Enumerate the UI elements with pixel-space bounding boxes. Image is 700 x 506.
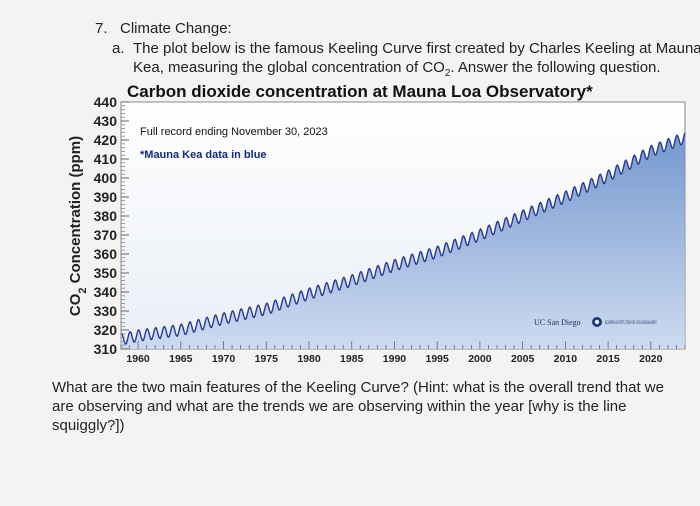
- x-tick-label: 1980: [297, 353, 321, 365]
- y-tick-label: 310: [94, 341, 118, 357]
- x-tick-label: 1965: [169, 353, 193, 365]
- chart-title: Carbon dioxide concentration at Mauna Lo…: [127, 82, 593, 101]
- x-tick-label: 2005: [511, 353, 535, 365]
- y-tick-label: 400: [94, 170, 118, 186]
- y-axis-label-sub: 2: [77, 288, 89, 294]
- sub-question-letter: a.: [112, 40, 125, 57]
- y-axis-label-main: CO: [67, 293, 84, 316]
- x-tick-label: 1970: [212, 353, 236, 365]
- scripps-logo-icon-inner: [594, 319, 600, 325]
- x-tick-label: 1995: [426, 353, 450, 365]
- followup-question-line-1: What are the two main features of the Ke…: [52, 379, 664, 396]
- x-tick-label: 1990: [383, 353, 407, 365]
- followup-question-line-3: squiggly?]): [52, 417, 125, 434]
- y-axis-label: CO2 Concentration (ppm): [67, 136, 89, 316]
- sub-question-line-2: Kea, measuring the global concentration …: [133, 59, 661, 83]
- y-tick-label: 390: [94, 189, 118, 205]
- y-tick-label: 350: [94, 265, 118, 281]
- x-tick-label: 2000: [468, 353, 492, 365]
- y-tick-label: 330: [94, 303, 118, 319]
- y-tick-label: 410: [94, 151, 118, 167]
- y-axis-label-rest: Concentration (ppm): [67, 136, 84, 288]
- scripps-logo: SCRIPPS INSTITUTION OF OCEANOGRAPHY: [605, 320, 657, 326]
- annotation-mauna-kea: *Mauna Kea data in blue: [140, 149, 267, 161]
- co2-area-fill: [121, 132, 685, 349]
- y-tick-label: 430: [94, 113, 118, 129]
- y-tick-label: 360: [94, 246, 118, 262]
- ucsd-logo: UC San Diego: [534, 318, 581, 327]
- x-tick-label: 2015: [596, 353, 620, 365]
- y-axis: 310 320 330 340 350 360 370 380 390 400 410 420 430 4…: [94, 94, 129, 357]
- followup-question-line-2: are observing and what are the trends we…: [52, 398, 627, 415]
- co2-subscript: 2: [444, 68, 451, 79]
- y-tick-label: 420: [94, 132, 118, 148]
- sub-question-line-2-a: Kea, measuring the global concentration …: [133, 59, 445, 76]
- keeling-curve-chart: 310 320 330 340 350 360 370 380 390 400 410 420 430 4…: [67, 82, 686, 365]
- co2-series-line: [120, 132, 686, 345]
- y-tick-label: 380: [94, 208, 118, 224]
- y-tick-label: 370: [94, 227, 118, 243]
- x-tick-label: 2010: [554, 353, 578, 365]
- x-tick-label: 1975: [255, 353, 279, 365]
- y-tick-label: 320: [94, 322, 118, 338]
- x-axis: 1960 1965 1970 1975 1980 1985 1990 1995 2000 2005…: [120, 341, 686, 365]
- y-tick-label: 340: [94, 284, 118, 300]
- y-tick-label: 440: [94, 94, 118, 110]
- sub-question-line-2-b: . Answer the following question.: [450, 59, 661, 76]
- sub-question-line-1: The plot below is the famous Keeling Cur…: [133, 40, 700, 57]
- annotation-full-record: Full record ending November 30, 2023: [140, 126, 328, 138]
- question-title: Climate Change:: [120, 20, 232, 37]
- question-number: 7.: [95, 20, 108, 37]
- x-tick-label: 1985: [340, 353, 364, 365]
- x-tick-label: 1960: [126, 353, 150, 365]
- x-tick-label: 2020: [639, 353, 663, 365]
